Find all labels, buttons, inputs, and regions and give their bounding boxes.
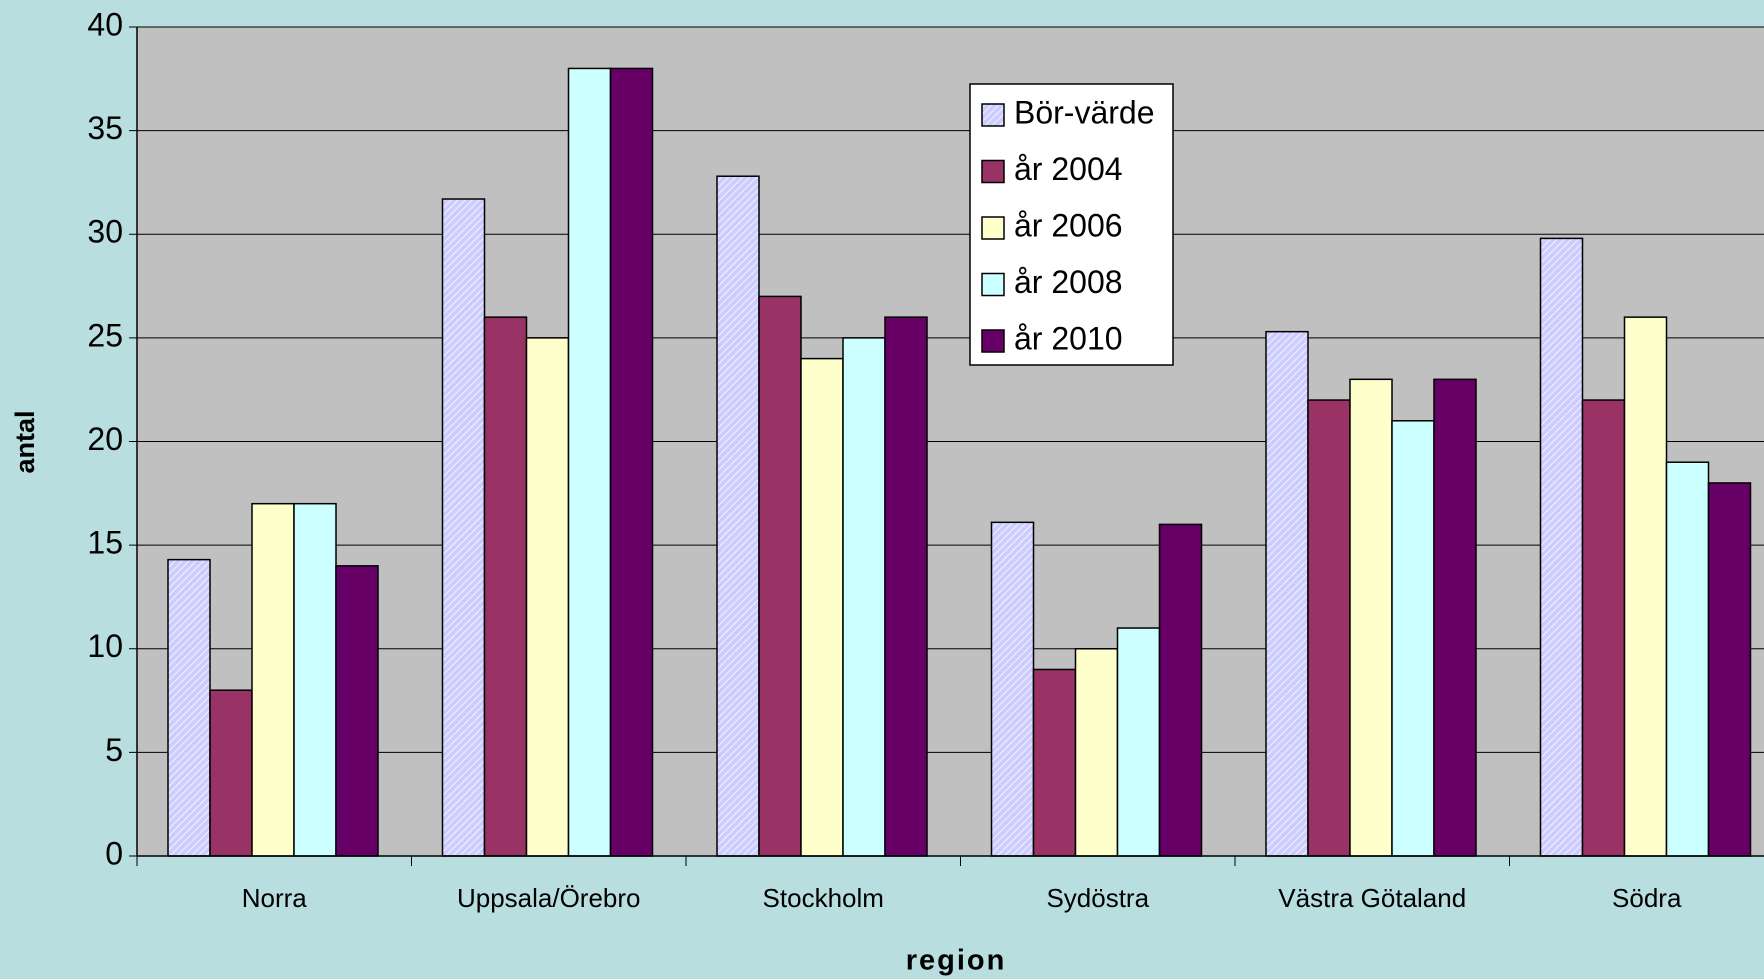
bar (884, 316, 928, 857)
bar (1116, 627, 1161, 857)
bar (716, 175, 760, 857)
y-tick-label: 30 (87, 214, 123, 250)
bar (800, 357, 844, 857)
bar (842, 337, 886, 857)
bar (293, 502, 337, 857)
bar (1539, 237, 1584, 857)
bar (1665, 461, 1710, 857)
bar (1433, 378, 1477, 857)
bar (1349, 378, 1393, 857)
y-tick-label: 35 (87, 110, 123, 146)
bar (567, 67, 612, 857)
bar (1707, 482, 1752, 857)
legend-swatch (981, 329, 1005, 353)
x-tick-label: Uppsala/Örebro (457, 883, 641, 913)
bar (525, 337, 570, 857)
bar (1581, 399, 1626, 857)
legend-label: Bör-värde (1014, 94, 1155, 130)
y-tick-label: 5 (105, 732, 123, 768)
y-tick-label: 20 (87, 421, 123, 457)
x-axis-title: region (906, 945, 1007, 977)
bar (990, 521, 1035, 857)
legend-label: år 2008 (1014, 264, 1123, 300)
bar (209, 689, 253, 857)
legend-swatch (981, 216, 1005, 240)
x-tick-label: Sydöstra (1046, 883, 1149, 913)
y-tick-label: 25 (87, 317, 123, 353)
bar (1032, 668, 1077, 857)
legend-swatch (981, 272, 1005, 297)
legend-swatch (981, 159, 1005, 184)
bar (758, 295, 802, 857)
x-tick-label: Västra Götaland (1278, 883, 1466, 913)
bar (251, 502, 295, 857)
y-tick-label: 15 (87, 525, 123, 561)
legend-label: år 2006 (1014, 207, 1123, 243)
bar (1074, 648, 1119, 857)
bar (1265, 330, 1309, 857)
bar (1391, 420, 1435, 857)
bar (1158, 523, 1203, 857)
legend-swatch (981, 103, 1005, 127)
y-tick-label: 10 (87, 628, 123, 664)
y-tick-label: 40 (87, 6, 123, 42)
bar (335, 565, 379, 857)
bar (609, 67, 654, 857)
legend-label: år 2004 (1014, 151, 1123, 187)
bar (441, 198, 486, 857)
legend-label: år 2010 (1014, 320, 1123, 356)
y-tick-label: 0 (105, 835, 123, 871)
bar (483, 316, 528, 857)
x-tick-label: Stockholm (763, 883, 884, 913)
bar (167, 558, 211, 857)
x-tick-label: Norra (242, 883, 308, 913)
bar (1307, 399, 1351, 857)
y-axis-title: antal (10, 410, 40, 473)
bar (1623, 316, 1668, 857)
x-tick-label: Södra (1612, 883, 1682, 913)
